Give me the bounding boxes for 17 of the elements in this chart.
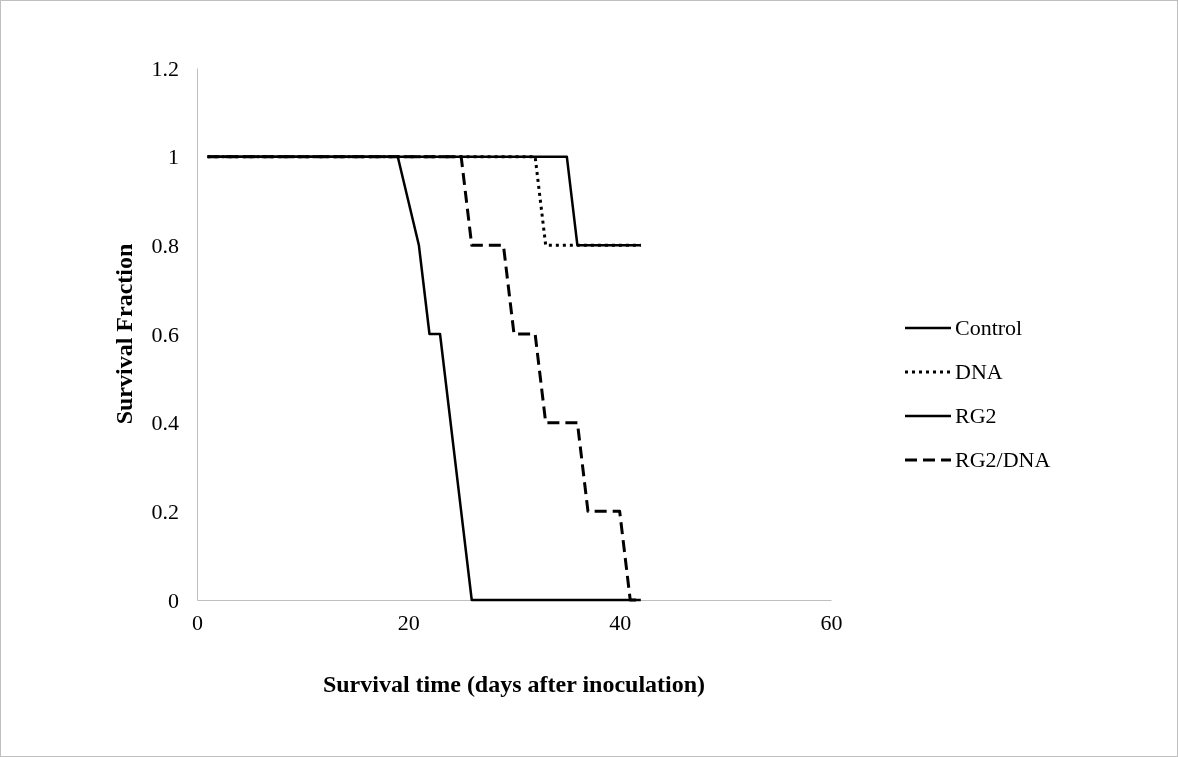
legend-label: Control	[955, 315, 1023, 340]
y-axis-title: Survival Fraction	[111, 243, 137, 425]
y-tick-label: 0.6	[151, 321, 179, 347]
legend-label: RG2/DNA	[955, 447, 1051, 472]
y-tick-label: 0.8	[151, 232, 179, 258]
y-tick-label: 0	[168, 587, 179, 613]
x-axis-title: Survival time (days after inoculation)	[322, 671, 706, 697]
y-tick-label: 0.4	[151, 410, 179, 436]
x-tick-label: 40	[609, 609, 632, 635]
x-tick-label: 60	[820, 609, 843, 635]
y-tick-label: 1	[168, 144, 179, 170]
legend-label: DNA	[955, 359, 1003, 384]
x-tick-label: 20	[397, 609, 420, 635]
legend-label: RG2	[955, 403, 997, 428]
y-tick-label: 1.2	[151, 55, 179, 81]
x-tick-label: 0	[192, 609, 203, 635]
y-tick-label: 0.2	[151, 498, 179, 524]
